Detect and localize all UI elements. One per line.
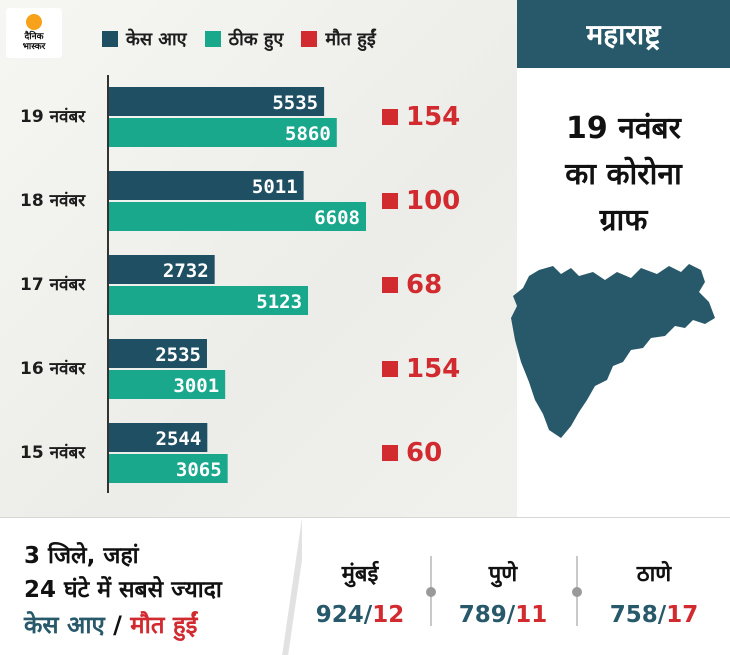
- category-label: 15 नवंबर: [20, 443, 86, 463]
- deaths-value: 154: [406, 354, 460, 384]
- deaths-mumbai: 12: [372, 602, 405, 628]
- legend-swatch-deaths: [301, 31, 318, 47]
- deaths-thane: 17: [666, 602, 699, 628]
- bar-value-recovered: 5860: [285, 123, 331, 145]
- city-stats-pune: 789/11: [443, 602, 563, 628]
- bar-value-recovered: 3065: [176, 459, 222, 481]
- headline-line3: ग्राफ: [599, 203, 648, 238]
- bar-value-recovered: 3001: [173, 375, 219, 397]
- bar-recovered: [108, 454, 228, 483]
- city-name-pune: पुणे: [488, 562, 518, 587]
- city-stats-mumbai: 924/12: [300, 602, 420, 628]
- sep-mumbai: /: [363, 602, 373, 628]
- deaths-marker: [382, 445, 398, 461]
- bar-value-recovered: 6608: [314, 207, 360, 229]
- legend-swatch-cases: [102, 31, 118, 47]
- deaths-value: 100: [406, 186, 460, 216]
- city-thane: ठाणे 758/17: [594, 558, 714, 628]
- legend-label-deaths: मौत हुईं: [325, 29, 376, 50]
- maharashtra-map-icon: [511, 264, 715, 438]
- separator-dot: [572, 587, 582, 597]
- deaths-marker: [382, 193, 398, 209]
- bar-cases: [108, 87, 325, 116]
- logo-line1: दैनिक: [24, 32, 44, 42]
- category-label: 16 नवंबर: [20, 359, 86, 379]
- bar-cases: [108, 423, 208, 452]
- legend-item-recovered: ठीक हुए: [204, 27, 284, 51]
- bar-value-cases: 5011: [252, 176, 298, 198]
- bar-cases: [108, 171, 304, 200]
- city-pune: पुणे 789/11: [443, 558, 563, 628]
- city-separator: [572, 556, 582, 626]
- headline-line2: का कोरोना: [565, 157, 682, 192]
- chart-legend: केस आए ठीक हुए मौत हुईं: [102, 28, 376, 50]
- bar-recovered: [108, 202, 366, 231]
- deaths-value: 60: [406, 438, 442, 468]
- bar-value-cases: 2732: [163, 260, 209, 282]
- logo-line2: भास्कर: [22, 42, 46, 52]
- caption-deaths: मौत हुईं: [130, 611, 198, 639]
- bar-value-recovered: 5123: [256, 291, 302, 313]
- city-separator: [426, 556, 436, 626]
- caption-line2: 24 घंटे में सबसे ज्यादा: [24, 577, 222, 603]
- city-name-thane: ठाणे: [636, 562, 672, 587]
- legend-label-cases: केस आए: [126, 29, 187, 50]
- headline-line1: 19 नवंबर: [566, 111, 681, 146]
- category-label: 17 नवंबर: [20, 275, 86, 295]
- bar-value-cases: 2535: [155, 344, 201, 366]
- deaths-marker: [382, 109, 398, 125]
- category-label: 19 नवंबर: [20, 107, 86, 127]
- caption-line3: केस आए / मौत हुईं: [24, 608, 197, 641]
- cases-pune: 789: [458, 602, 507, 628]
- sun-icon: [26, 14, 42, 30]
- sep-thane: /: [657, 602, 667, 628]
- bar-recovered: [108, 286, 309, 315]
- city-stats-thane: 758/17: [594, 602, 714, 628]
- legend-label-recovered: ठीक हुए: [228, 29, 284, 50]
- bar-recovered: [108, 370, 226, 399]
- bar-cases: [108, 255, 215, 284]
- legend-item-cases: केस आए: [102, 27, 187, 51]
- city-name-mumbai: मुंबई: [341, 562, 379, 587]
- dainik-bhaskar-logo: दैनिक भास्कर: [6, 8, 62, 58]
- headline: 19 नवंबर का कोरोना ग्राफ: [517, 106, 730, 244]
- legend-swatch-recovered: [204, 31, 221, 47]
- state-title-tab: महाराष्ट्र: [517, 0, 730, 68]
- cases-thane: 758: [609, 602, 658, 628]
- deaths-value: 154: [406, 102, 460, 132]
- bar-value-cases: 2544: [156, 428, 202, 450]
- bottom-panel: 3 जिले, जहां 24 घंटे में सबसे ज्यादा केस…: [0, 517, 730, 655]
- city-mumbai: मुंबई 924/12: [300, 558, 420, 628]
- category-label: 18 नवंबर: [20, 191, 86, 211]
- deaths-pune: 11: [515, 602, 548, 628]
- bar-chart: 19 नवंबर 5535 5860 154 18 नवंबर 5011 6608 100 17…: [20, 75, 460, 493]
- deaths-marker: [382, 277, 398, 293]
- separator-dot: [426, 587, 436, 597]
- deaths-value: 68: [406, 270, 442, 300]
- caption-divider: [282, 518, 302, 655]
- cases-mumbai: 924: [315, 602, 364, 628]
- bar-cases: [108, 339, 207, 368]
- caption-cases: केस आए: [24, 611, 105, 639]
- sep-pune: /: [506, 602, 516, 628]
- caption-sep: /: [104, 611, 131, 639]
- legend-item-deaths: मौत हुईं: [301, 27, 376, 51]
- deaths-marker: [382, 361, 398, 377]
- bar-value-cases: 5535: [272, 92, 318, 114]
- top-districts-caption: 3 जिले, जहां 24 घंटे में सबसे ज्यादा केस…: [0, 518, 300, 655]
- caption-line1: 3 जिले, जहां: [24, 543, 139, 569]
- bar-recovered: [108, 118, 337, 147]
